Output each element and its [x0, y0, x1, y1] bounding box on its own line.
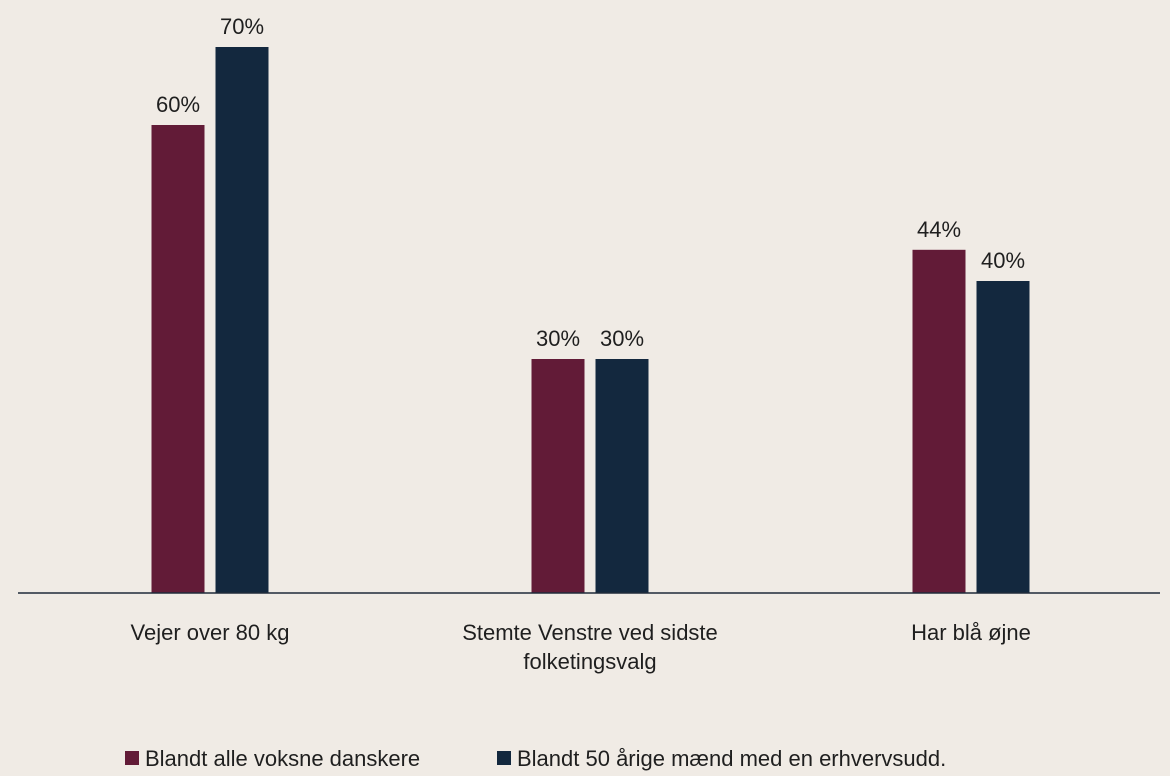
data-label-s1-c3: 44%: [917, 217, 961, 242]
bar-s1-c2: [531, 359, 585, 593]
legend-label-2: Blandt 50 årige mænd med en erhvervsudd.: [517, 746, 946, 771]
bar-s2-c2: [595, 359, 649, 593]
data-labels-group: 60% 30% 44% 70% 30% 40%: [156, 14, 1025, 351]
legend-label-1: Blandt alle voksne danskere: [145, 746, 420, 771]
data-label-s1-c2: 30%: [536, 326, 580, 351]
data-label-s2-c3: 40%: [981, 248, 1025, 273]
bar-s1-c3: [912, 249, 966, 594]
bars-group: [151, 47, 1030, 594]
bar-s2-c1: [215, 47, 269, 593]
data-label-s2-c1: 70%: [220, 14, 264, 39]
legend-swatch-2: [497, 751, 511, 765]
bar-s1-c1: [151, 125, 205, 593]
category-label-3: Har blå øjne: [911, 620, 1031, 645]
bar-s2-c3: [976, 281, 1030, 593]
category-labels-group: Vejer over 80 kg Stemte Venstre ved sidst…: [131, 620, 1031, 674]
data-label-s2-c2: 30%: [600, 326, 644, 351]
legend-swatch-1: [125, 751, 139, 765]
data-label-s1-c1: 60%: [156, 92, 200, 117]
category-label-2: Stemte Venstre ved sidste folketingsvalg: [462, 620, 718, 674]
category-label-1: Vejer over 80 kg: [131, 620, 290, 645]
legend: Blandt alle voksne danskere Blandt 50 åri…: [125, 746, 946, 771]
